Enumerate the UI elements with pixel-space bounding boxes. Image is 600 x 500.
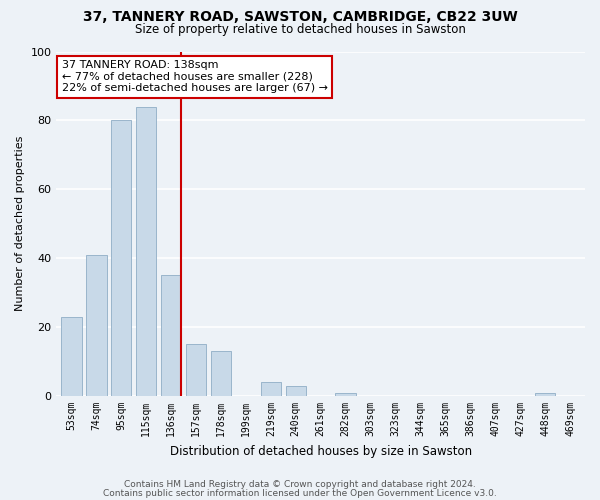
Bar xyxy=(86,255,107,396)
Text: 37 TANNERY ROAD: 138sqm
← 77% of detached houses are smaller (228)
22% of semi-d: 37 TANNERY ROAD: 138sqm ← 77% of detache… xyxy=(62,60,328,94)
Bar xyxy=(136,106,157,396)
Bar xyxy=(61,317,82,396)
Y-axis label: Number of detached properties: Number of detached properties xyxy=(15,136,25,312)
X-axis label: Distribution of detached houses by size in Sawston: Distribution of detached houses by size … xyxy=(170,444,472,458)
Text: 37, TANNERY ROAD, SAWSTON, CAMBRIDGE, CB22 3UW: 37, TANNERY ROAD, SAWSTON, CAMBRIDGE, CB… xyxy=(83,10,517,24)
Bar xyxy=(335,392,356,396)
Text: Contains public sector information licensed under the Open Government Licence v3: Contains public sector information licen… xyxy=(103,489,497,498)
Text: Contains HM Land Registry data © Crown copyright and database right 2024.: Contains HM Land Registry data © Crown c… xyxy=(124,480,476,489)
Bar xyxy=(535,392,556,396)
Text: Size of property relative to detached houses in Sawston: Size of property relative to detached ho… xyxy=(134,22,466,36)
Bar xyxy=(211,352,231,396)
Bar xyxy=(286,386,306,396)
Bar xyxy=(111,120,131,396)
Bar xyxy=(186,344,206,396)
Bar xyxy=(161,276,181,396)
Bar xyxy=(260,382,281,396)
